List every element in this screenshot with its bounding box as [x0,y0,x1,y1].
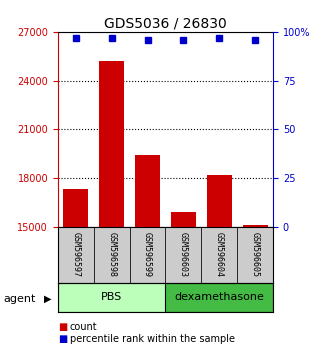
Bar [201,227,237,283]
Bar [58,227,94,283]
Text: ■: ■ [58,334,67,344]
Bar [237,227,273,283]
Bar [135,155,160,227]
Text: ▶: ▶ [44,294,52,304]
Text: GSM596597: GSM596597 [71,232,80,278]
Text: ■: ■ [58,322,67,332]
Text: GSM596603: GSM596603 [179,232,188,278]
Bar [207,175,232,227]
Bar [166,227,201,283]
Bar [99,61,124,227]
Bar [58,283,166,312]
Text: GSM596605: GSM596605 [251,232,260,278]
Bar [166,283,273,312]
Text: percentile rank within the sample: percentile rank within the sample [70,334,234,344]
Text: dexamethasone: dexamethasone [174,292,264,302]
Title: GDS5036 / 26830: GDS5036 / 26830 [104,17,227,31]
Bar [63,189,88,227]
Text: GSM596599: GSM596599 [143,232,152,278]
Bar [130,227,166,283]
Text: GSM596598: GSM596598 [107,232,116,278]
Text: PBS: PBS [101,292,122,302]
Bar [94,227,130,283]
Text: GSM596604: GSM596604 [215,232,224,278]
Bar [171,212,196,227]
Bar [243,225,268,227]
Text: count: count [70,322,97,332]
Text: agent: agent [3,294,36,304]
